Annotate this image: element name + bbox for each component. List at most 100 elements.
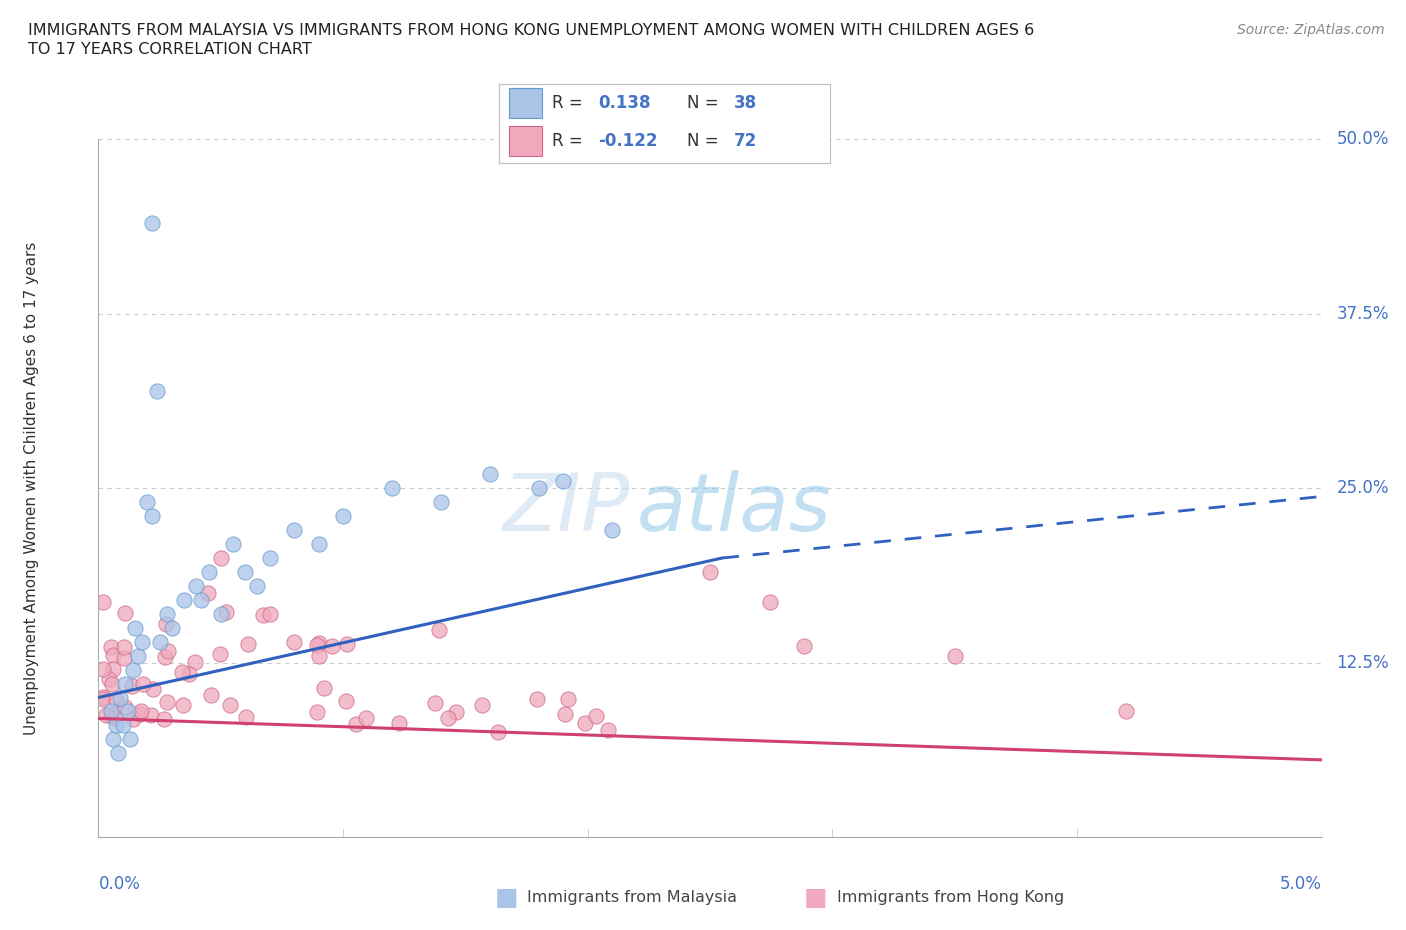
Text: 25.0%: 25.0% xyxy=(1336,479,1389,498)
Point xyxy=(308,636,330,651)
Point xyxy=(121,662,143,677)
Point xyxy=(156,695,179,710)
Point xyxy=(104,718,127,733)
Point xyxy=(153,711,176,726)
Point xyxy=(252,607,274,622)
Point xyxy=(314,681,336,696)
Point xyxy=(793,639,815,654)
Point xyxy=(172,698,194,712)
Point xyxy=(209,606,232,621)
Point xyxy=(233,565,256,579)
Point xyxy=(101,677,124,692)
Point xyxy=(141,509,163,524)
Point xyxy=(186,578,208,593)
Bar xyxy=(509,126,543,156)
Point xyxy=(94,708,117,723)
Point xyxy=(336,636,359,651)
Point xyxy=(101,732,124,747)
Point xyxy=(356,711,378,725)
Point xyxy=(160,620,183,635)
Text: -0.122: -0.122 xyxy=(599,132,658,151)
Point xyxy=(215,604,238,619)
Point xyxy=(600,523,623,538)
Text: IMMIGRANTS FROM MALAYSIA VS IMMIGRANTS FROM HONG KONG UNEMPLOYMENT AMONG WOMEN W: IMMIGRANTS FROM MALAYSIA VS IMMIGRANTS F… xyxy=(28,23,1035,38)
Point xyxy=(91,692,114,707)
Point xyxy=(101,647,124,662)
Point xyxy=(427,622,450,637)
Point xyxy=(335,694,357,709)
Point xyxy=(197,585,219,600)
Point xyxy=(218,698,240,712)
Text: 0.0%: 0.0% xyxy=(98,875,141,894)
Point xyxy=(112,651,135,666)
Point xyxy=(110,690,132,705)
Text: 72: 72 xyxy=(734,132,756,151)
Point xyxy=(332,509,354,524)
Point xyxy=(235,710,257,724)
Point xyxy=(259,551,281,565)
Point xyxy=(107,746,129,761)
Point xyxy=(129,704,152,719)
Point xyxy=(478,467,501,482)
Point xyxy=(305,704,328,719)
Point xyxy=(307,638,329,653)
Point xyxy=(423,696,446,711)
Text: ZIP: ZIP xyxy=(503,471,630,548)
Point xyxy=(321,639,343,654)
Point xyxy=(127,648,149,663)
Point xyxy=(129,706,152,721)
Point xyxy=(124,620,146,635)
Point xyxy=(93,595,115,610)
Text: R =: R = xyxy=(553,95,588,113)
Text: Source: ZipAtlas.com: Source: ZipAtlas.com xyxy=(1237,23,1385,37)
Point xyxy=(283,634,305,649)
Point xyxy=(236,637,259,652)
Point xyxy=(149,634,172,649)
Text: Immigrants from Hong Kong: Immigrants from Hong Kong xyxy=(837,890,1064,905)
Text: TO 17 YEARS CORRELATION CHART: TO 17 YEARS CORRELATION CHART xyxy=(28,42,312,57)
Text: Unemployment Among Women with Children Ages 6 to 17 years: Unemployment Among Women with Children A… xyxy=(24,242,38,735)
Point xyxy=(259,606,281,621)
Text: ■: ■ xyxy=(495,885,517,910)
Point xyxy=(121,711,143,726)
Point xyxy=(190,592,212,607)
Point xyxy=(170,665,193,680)
Point xyxy=(177,667,200,682)
Point xyxy=(553,474,575,489)
Point xyxy=(585,709,607,724)
Point xyxy=(146,383,169,398)
Point xyxy=(222,537,245,551)
Point xyxy=(112,640,135,655)
Point xyxy=(114,605,136,620)
Point xyxy=(132,676,155,691)
Point xyxy=(486,724,509,739)
Point xyxy=(1115,704,1137,719)
Text: Immigrants from Malaysia: Immigrants from Malaysia xyxy=(527,890,737,905)
Point xyxy=(208,646,231,661)
Point xyxy=(136,495,159,510)
Text: R =: R = xyxy=(553,132,588,151)
Point xyxy=(554,707,576,722)
Point xyxy=(184,655,207,670)
Point xyxy=(344,717,367,732)
Text: N =: N = xyxy=(688,132,724,151)
Point xyxy=(527,481,550,496)
Point xyxy=(120,732,142,747)
Point xyxy=(91,662,114,677)
Point xyxy=(699,565,721,579)
Point xyxy=(117,704,139,719)
Point xyxy=(91,689,114,704)
Point xyxy=(141,707,163,722)
Point xyxy=(141,216,163,231)
Text: atlas: atlas xyxy=(637,471,831,548)
Point xyxy=(200,687,222,702)
Point xyxy=(156,606,179,621)
Text: 5.0%: 5.0% xyxy=(1279,875,1322,894)
Point xyxy=(173,592,195,607)
Point xyxy=(246,578,269,593)
Point xyxy=(381,481,404,496)
Point xyxy=(197,565,219,579)
Point xyxy=(156,644,179,658)
Point xyxy=(100,704,122,719)
Point xyxy=(114,699,136,714)
